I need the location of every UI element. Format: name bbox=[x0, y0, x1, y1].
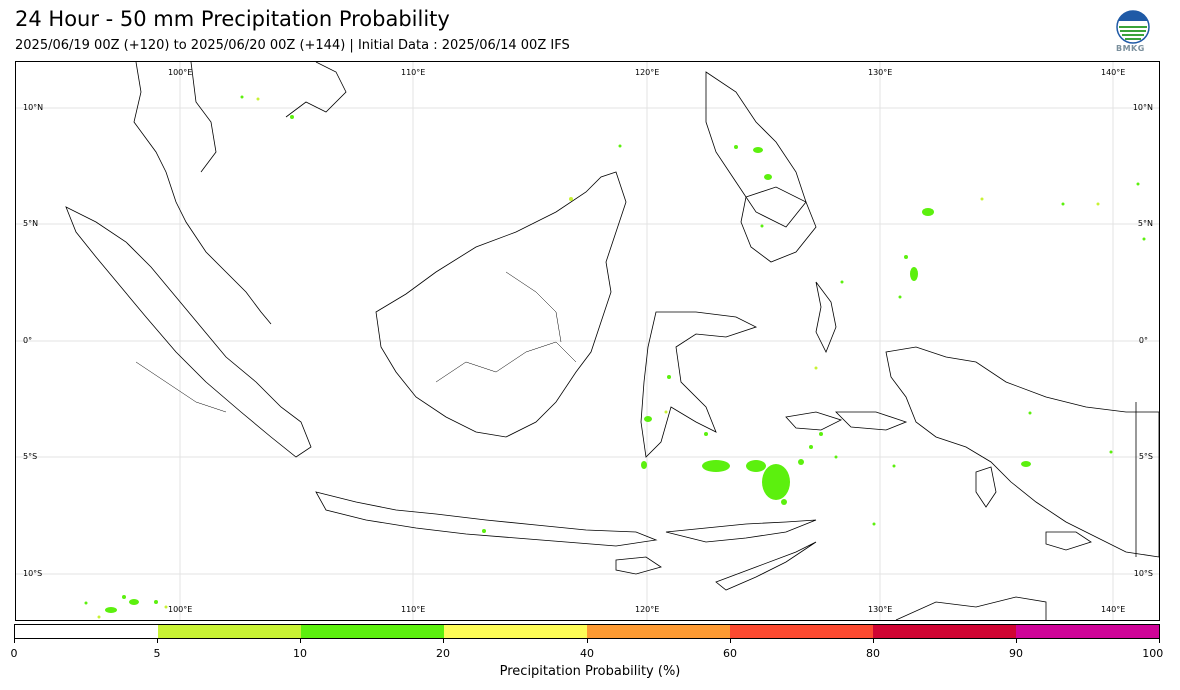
colorbar-segment bbox=[587, 625, 730, 638]
lat-label-right: 5°N bbox=[1137, 219, 1153, 228]
colorbar-tick-label: 80 bbox=[866, 647, 880, 660]
colorbar-tickmark bbox=[730, 639, 731, 643]
chart-subtitle: 2025/06/19 00Z (+120) to 2025/06/20 00Z … bbox=[15, 38, 570, 53]
colorbar-segment bbox=[444, 625, 587, 638]
colorbar-segment bbox=[158, 625, 301, 638]
lon-label-bottom: 100°E bbox=[168, 605, 193, 614]
colorbar-segment bbox=[1016, 625, 1159, 638]
colorbar bbox=[14, 624, 1160, 639]
colorbar-tickmark bbox=[300, 639, 301, 643]
precip-areas-light bbox=[97, 97, 1100, 619]
colorbar-tick-label: 5 bbox=[153, 647, 161, 660]
lat-label-left: 5°N bbox=[23, 219, 39, 228]
colorbar-segment bbox=[730, 625, 873, 638]
precipitation-map: 100°E 110°E 120°E 130°E 140°E 100°E 110°… bbox=[15, 61, 1160, 621]
lon-label-bottom: 130°E bbox=[868, 605, 893, 614]
colorbar-tick-label: 0 bbox=[10, 647, 18, 660]
colorbar-tick-label: 20 bbox=[436, 647, 450, 660]
lat-label-right: 10°S bbox=[1133, 569, 1153, 578]
lon-label-top: 110°E bbox=[401, 68, 426, 77]
colorbar-tickmark bbox=[873, 639, 874, 643]
lon-label-top: 100°E bbox=[168, 68, 193, 77]
lat-label-left: 5°S bbox=[23, 452, 38, 461]
lat-label-right: 0° bbox=[1138, 336, 1148, 345]
bmkg-logo bbox=[1114, 10, 1152, 56]
colorbar-segment bbox=[873, 625, 1016, 638]
colorbar-tickmark bbox=[443, 639, 444, 643]
lat-label-left: 10°S bbox=[23, 569, 43, 578]
lat-label-right: 5°S bbox=[1138, 452, 1153, 461]
colorbar-tickmark bbox=[587, 639, 588, 643]
lon-label-top: 140°E bbox=[1101, 68, 1126, 77]
lon-label-top: 130°E bbox=[868, 68, 893, 77]
colorbar-segment bbox=[301, 625, 444, 638]
lon-label-bottom: 110°E bbox=[401, 605, 426, 614]
lon-label-top: 120°E bbox=[635, 68, 660, 77]
map-grid bbox=[16, 62, 1159, 620]
lon-label-bottom: 140°E bbox=[1101, 605, 1126, 614]
chart-title: 24 Hour - 50 mm Precipitation Probabilit… bbox=[15, 7, 450, 31]
lat-label-right: 10°N bbox=[1132, 103, 1153, 112]
colorbar-tick-label: 10 bbox=[293, 647, 307, 660]
colorbar-tickmark bbox=[14, 639, 15, 643]
colorbar-tickmark bbox=[1159, 639, 1160, 643]
colorbar-tick-label: 90 bbox=[1009, 647, 1023, 660]
precip-areas bbox=[84, 95, 1146, 613]
colorbar-tick-label: 60 bbox=[723, 647, 737, 660]
lat-label-left: 10°N bbox=[23, 103, 44, 112]
colorbar-tick-label: 100 bbox=[1142, 647, 1164, 660]
lat-label-left: 0° bbox=[23, 336, 33, 345]
colorbar-tickmark bbox=[1016, 639, 1017, 643]
colorbar-label: Precipitation Probability (%) bbox=[499, 664, 681, 679]
lon-label-bottom: 120°E bbox=[635, 605, 660, 614]
colorbar-tick-label: 40 bbox=[580, 647, 594, 660]
colorbar-tickmark bbox=[157, 639, 158, 643]
map-canvas bbox=[16, 62, 1159, 620]
colorbar-segment bbox=[15, 625, 158, 638]
coastlines bbox=[65, 62, 1159, 620]
logo-text: BMKG bbox=[1116, 44, 1145, 53]
